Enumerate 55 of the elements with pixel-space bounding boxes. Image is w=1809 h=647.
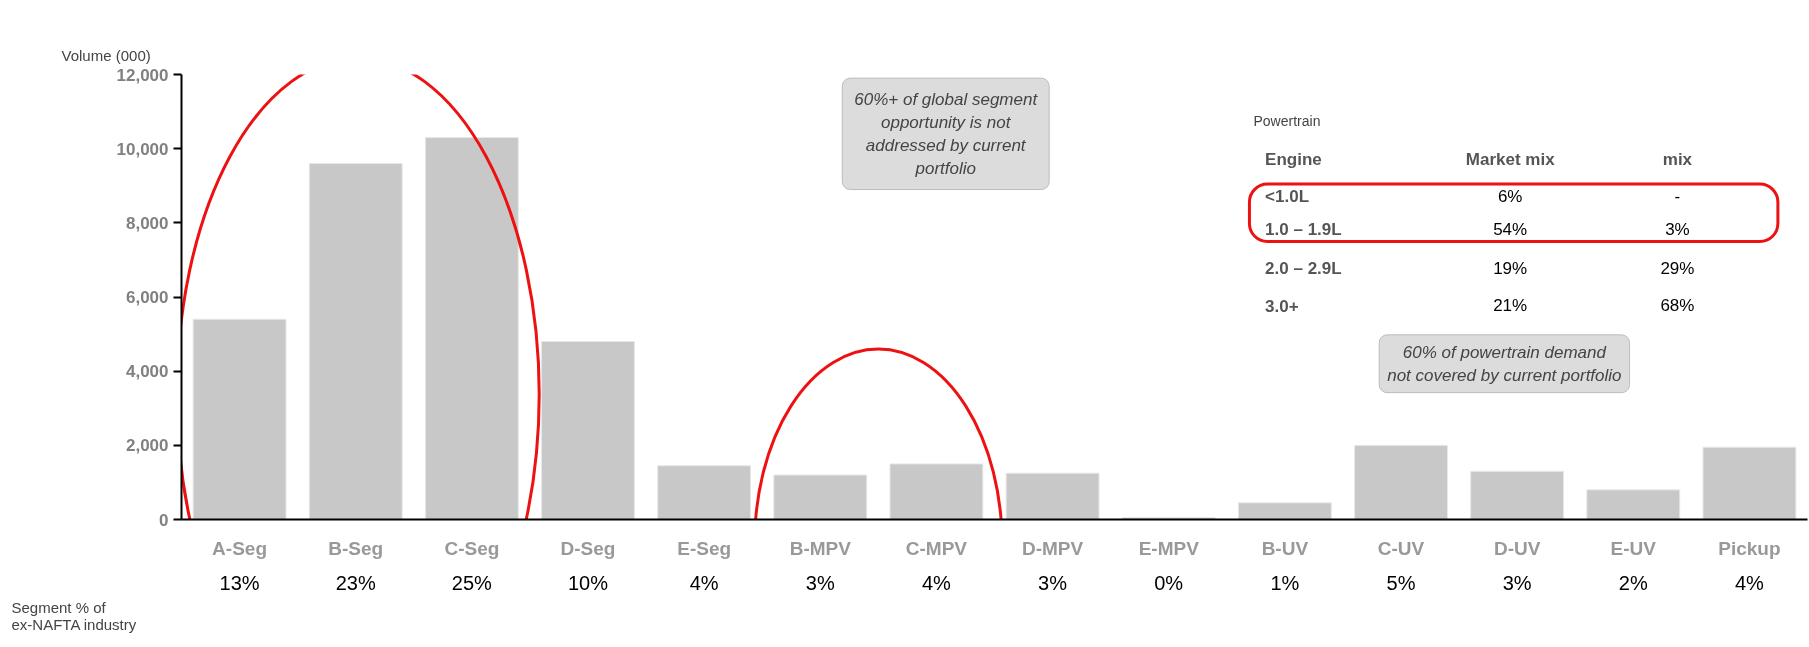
- annotation: mix: [1662, 150, 1693, 170]
- text: 10%: [567, 571, 609, 594]
- annotation: 21%: [1493, 296, 1528, 316]
- x-tick-label: E-UV: [1610, 537, 1657, 559]
- text: 4%: [1734, 571, 1765, 594]
- x-tick-label: C-UV: [1377, 537, 1425, 559]
- x-tick-label: D-Seg: [560, 537, 616, 559]
- y-axis-title: Volume (000): [61, 46, 151, 64]
- text: 5%: [1386, 571, 1416, 594]
- x-tick-label: E-MPV: [1138, 537, 1200, 559]
- annotation: 60%+ of global segment opportunity is not addressed by current portfolio: [854, 90, 1039, 178]
- annotation: Powertrain: [1253, 112, 1321, 129]
- x-tick-label: Pickup: [1718, 537, 1781, 559]
- y-tick-label: 4,000: [125, 362, 169, 382]
- annotation: 3%: [1665, 219, 1690, 239]
- y-tick-label: 12,000: [116, 65, 169, 85]
- y-tick-label: 10,000: [116, 139, 169, 159]
- annotation: 6%: [1497, 186, 1523, 206]
- x-tick-label: D-MPV: [1021, 537, 1084, 559]
- annotation: 19%: [1493, 258, 1528, 278]
- annotation: Engine: [1265, 150, 1322, 170]
- x-tick-label: B-Seg: [328, 537, 384, 559]
- annotation: 2.0 – 2.9L: [1265, 258, 1342, 278]
- x-tick-label: A-Seg: [212, 537, 268, 559]
- y-tick-label: 2,000: [125, 436, 169, 456]
- text: 4%: [921, 571, 952, 594]
- annotation: Market mix: [1465, 150, 1556, 170]
- x-tick-label: B-MPV: [789, 537, 852, 559]
- x-tick-label: D-UV: [1493, 537, 1541, 559]
- text: Segment % of ex-NAFTA industry: [11, 598, 137, 633]
- annotation: 3.0+: [1265, 296, 1299, 316]
- annotation: -: [1674, 187, 1681, 207]
- text: 2%: [1618, 571, 1648, 594]
- x-tick-label: E-Seg: [677, 537, 732, 559]
- annotation: 68%: [1660, 296, 1695, 316]
- x-tick-label: C-MPV: [905, 537, 968, 559]
- x-tick-label: C-Seg: [444, 537, 500, 559]
- text: 13%: [219, 571, 260, 594]
- text: 0%: [1154, 571, 1184, 594]
- text: 23%: [335, 571, 376, 594]
- annotation: 29%: [1660, 258, 1695, 278]
- annotation: <1.0L: [1265, 186, 1310, 206]
- text: 4%: [689, 571, 719, 594]
- annotation: 54%: [1493, 219, 1528, 239]
- y-tick-label: 6,000: [125, 288, 169, 307]
- annotation: 1.0 – 1.9L: [1265, 219, 1342, 239]
- text: 25%: [451, 571, 493, 594]
- y-tick-label: 0: [159, 510, 169, 530]
- text: 1%: [1270, 571, 1300, 594]
- text: 3%: [1038, 571, 1068, 594]
- text: 3%: [1502, 571, 1532, 594]
- annotation: 60% of powertrain demand not covered by current portfolio: [1387, 342, 1622, 385]
- x-tick-label: B-UV: [1261, 537, 1309, 559]
- text: 3%: [805, 571, 835, 594]
- y-tick-label: 8,000: [125, 213, 169, 233]
